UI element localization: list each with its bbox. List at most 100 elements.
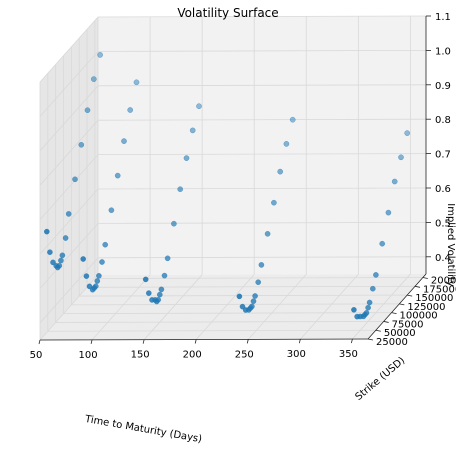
scatter-point <box>264 230 271 237</box>
scatter-point <box>366 299 373 306</box>
scatter-point <box>277 168 284 175</box>
scatter-point <box>161 272 168 279</box>
left-gridline-z <box>39 223 99 289</box>
scatter-point <box>114 172 121 179</box>
scatter-point <box>142 276 149 283</box>
back-gridline-z <box>97 153 427 156</box>
back-gridline-z <box>97 118 427 121</box>
back-gridline-z <box>97 84 427 87</box>
scatter-point <box>239 303 246 310</box>
y-tick <box>383 321 389 323</box>
x-tick <box>142 339 145 344</box>
scatter-point <box>72 176 78 183</box>
scatter-point <box>43 228 50 235</box>
scatter-point <box>108 207 115 214</box>
x-tick-label: 250 <box>235 349 254 360</box>
z-tick-label: 0.4 <box>435 253 451 264</box>
y-tick-label: 75000 <box>392 319 424 330</box>
scatter-point <box>99 259 105 265</box>
floor-gridline-y <box>94 277 423 279</box>
scatter-point <box>90 76 97 82</box>
y-tick <box>422 277 428 279</box>
scatter-point <box>183 155 190 161</box>
left-gridline-z <box>39 16 99 83</box>
y-axis-line <box>367 273 427 340</box>
x-axis-label: Time to Maturity (Days) <box>83 414 203 446</box>
y-tick <box>414 285 421 288</box>
x-tick <box>38 339 41 345</box>
scatter-point <box>127 107 134 113</box>
scatter-point <box>255 279 262 286</box>
scatter-point <box>171 220 177 227</box>
y-axis-label: Strike (USD) <box>353 355 407 403</box>
scatter-point <box>149 297 155 303</box>
left-gridline-z <box>39 257 99 324</box>
scatter-point <box>354 313 360 320</box>
x-tick <box>90 339 93 344</box>
back-gridline-z <box>97 256 427 259</box>
x-tick-label: 150 <box>131 350 150 361</box>
y-tick-label: 50000 <box>384 328 416 339</box>
scatter-point <box>94 278 101 284</box>
scatter-point <box>177 186 184 193</box>
x-tick-label: 50 <box>30 350 43 361</box>
scatter-point <box>97 52 103 58</box>
left-gridline-z <box>39 188 99 255</box>
scatter-point <box>121 138 127 144</box>
floor-gridline-y <box>87 285 416 288</box>
x-tick-label: 100 <box>79 350 98 361</box>
y-tick-label: 150000 <box>415 293 453 304</box>
scatter-point <box>236 293 243 300</box>
scatter-point <box>62 235 69 241</box>
scatter-point <box>252 293 258 299</box>
scatter-point <box>250 298 257 305</box>
floor-gridline-x <box>91 274 151 341</box>
scatter-point <box>365 304 371 311</box>
floor-gridline-y <box>47 329 376 332</box>
scatter-point <box>271 199 277 206</box>
scatter-point <box>158 286 165 293</box>
chart-title: Volatility Surface <box>177 6 279 20</box>
x-tick-label: 200 <box>183 350 202 361</box>
scatter-point <box>351 306 357 313</box>
left-gridline-z <box>39 51 99 117</box>
scatter-point <box>283 141 290 147</box>
left-gridline-z <box>39 85 99 152</box>
scatter-point <box>391 178 398 185</box>
y-tick-label: 100000 <box>400 311 438 322</box>
scatter-point <box>385 209 392 216</box>
left-gridline-z <box>39 154 99 220</box>
scatter-point <box>164 255 171 262</box>
floor-gridline-y <box>55 321 384 323</box>
z-tick-label: 0.6 <box>435 184 451 195</box>
floor-gridline-y <box>79 294 408 297</box>
y-tick <box>407 294 413 297</box>
scatter-point <box>78 141 85 148</box>
scatter-point <box>80 256 87 262</box>
scatter-point <box>189 127 196 134</box>
z-tick-label: 0.7 <box>435 150 451 161</box>
scatter-point <box>196 103 202 110</box>
scatter-point <box>379 240 386 247</box>
back-gridline-z <box>97 50 427 52</box>
floor-gridline-x <box>195 274 255 340</box>
scatter-point <box>289 116 296 123</box>
z-tick-label: 1.1 <box>435 12 451 23</box>
scatter-point <box>86 283 93 290</box>
scatter-point <box>83 273 90 279</box>
back-gridline-z <box>97 221 427 224</box>
x-tick <box>298 339 301 344</box>
z-tick-label: 0.5 <box>435 218 451 229</box>
scatter-point <box>84 107 91 114</box>
back-gridline-z <box>97 187 427 190</box>
x-tick-label: 300 <box>287 349 306 360</box>
floor-gridline-y <box>71 303 400 306</box>
back-gridline-z <box>97 15 427 18</box>
x-axis-line <box>39 338 369 341</box>
y-tick-label: 125000 <box>407 302 445 313</box>
scatter-point <box>58 257 64 264</box>
scatter-point <box>156 291 163 298</box>
floor-gridline-x <box>352 273 411 340</box>
